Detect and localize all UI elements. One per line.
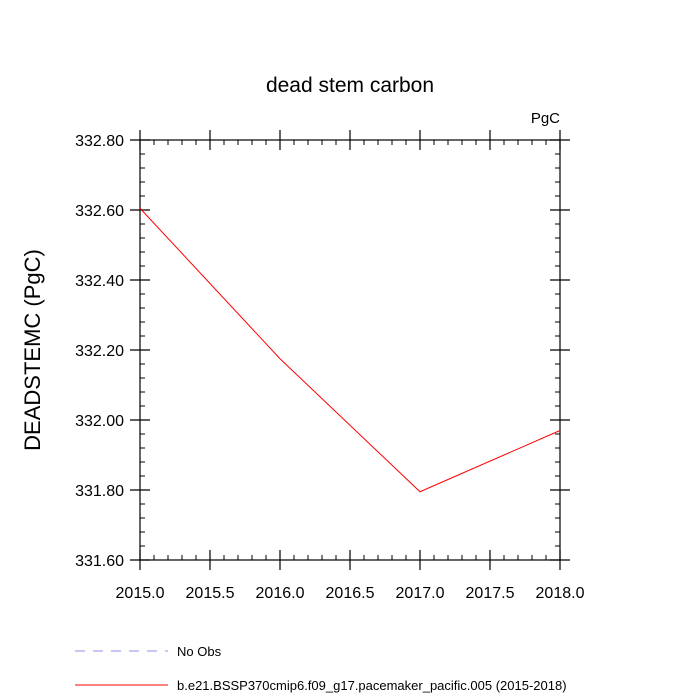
series-line <box>139 207 561 493</box>
x-tick-label: 2017.5 <box>466 585 515 602</box>
y-tick-label: 332.00 <box>75 413 124 430</box>
y-tick-label: 332.60 <box>75 203 124 220</box>
chart-title: dead stem carbon <box>266 74 434 97</box>
x-tick-label: 2015.0 <box>116 585 165 602</box>
y-tick-label: 331.80 <box>75 483 124 500</box>
x-tick-label: 2016.0 <box>256 585 305 602</box>
units-label: PgC <box>531 110 560 127</box>
y-axis-label: DEADSTEMC (PgC) <box>20 249 45 451</box>
y-tick-label: 331.60 <box>75 553 124 570</box>
series-layer <box>139 207 561 493</box>
y-tick-label: 332.20 <box>75 343 124 360</box>
y-tick-label: 332.40 <box>75 273 124 290</box>
x-axis: 2015.0 2015.5 2016.0 2016.5 2017.0 2017.5 2018… <box>116 130 585 602</box>
legend: No Obs b.e21.BSSP370cmip6.f09_g17.pacemak… <box>75 644 567 693</box>
x-tick-label: 2015.5 <box>186 585 235 602</box>
x-tick-label: 2016.5 <box>326 585 375 602</box>
plot-border <box>139 139 561 561</box>
y-axis: 331.60 331.80 332.00 332.20 332.40 332.60 332.… <box>75 133 570 570</box>
plot-frame <box>139 139 561 561</box>
x-tick-label: 2017.0 <box>396 585 445 602</box>
x-tick-label: 2018.0 <box>536 585 585 602</box>
y-tick-label: 332.80 <box>75 133 124 150</box>
legend-label: b.e21.BSSP370cmip6.f09_g17.pacemaker_pac… <box>177 678 567 693</box>
legend-label: No Obs <box>177 644 222 659</box>
